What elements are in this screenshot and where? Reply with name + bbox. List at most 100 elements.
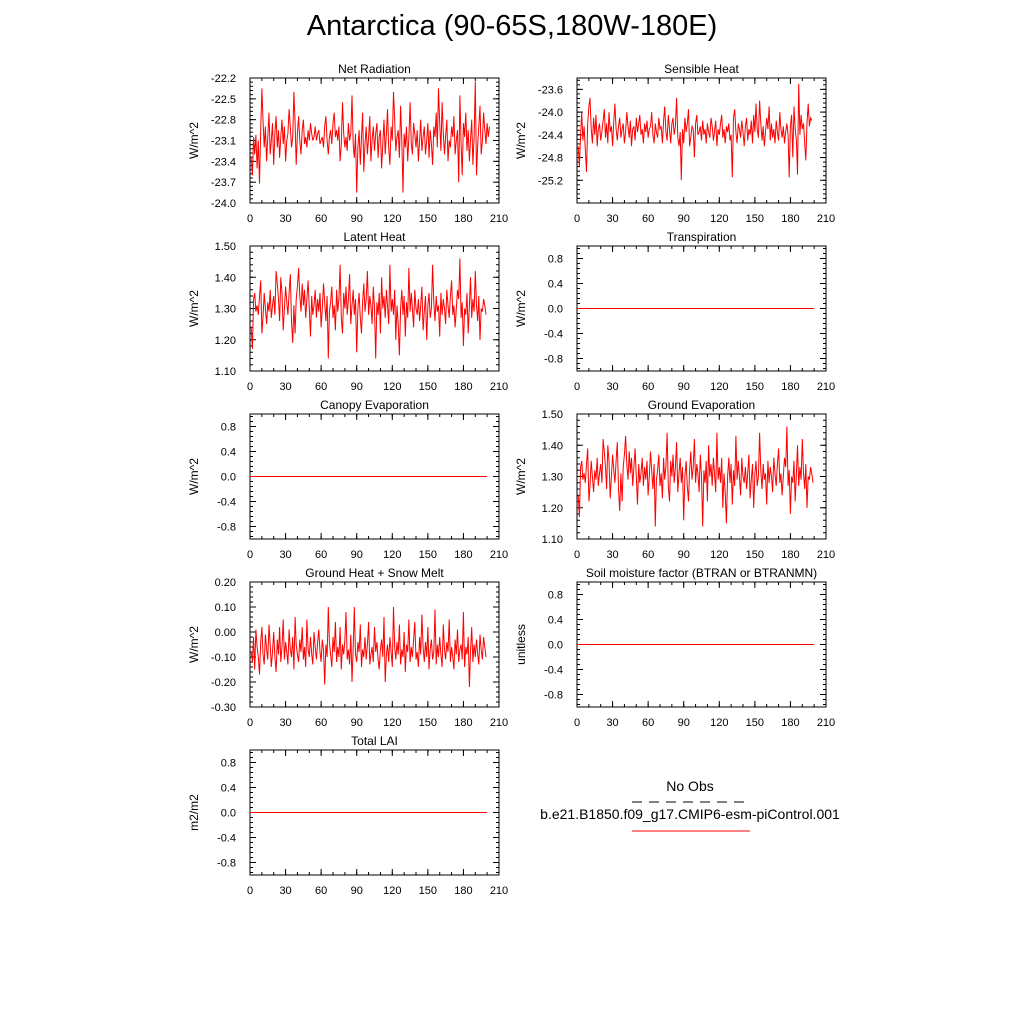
x-tick-label: 180 xyxy=(454,549,472,561)
x-tick-label: 0 xyxy=(247,381,253,393)
y-tick-label: -25.2 xyxy=(538,175,563,187)
x-tick-label: 90 xyxy=(351,885,363,897)
panel-7: Ground Heat + Snow Melt W/m^2 0 30 60 90 120 15… xyxy=(187,566,508,729)
legend-obs-label: No Obs xyxy=(666,778,713,794)
y-axis-label: W/m^2 xyxy=(187,458,201,495)
x-tick-label: 90 xyxy=(678,549,690,561)
y-tick-label: -0.8 xyxy=(544,354,563,366)
series-line xyxy=(250,606,487,688)
y-tick-label: 0.4 xyxy=(548,279,563,291)
x-tick-label: 210 xyxy=(490,381,508,393)
plot-frame xyxy=(249,581,500,708)
y-tick-label: 1.10 xyxy=(215,366,236,378)
panel-title: Sensible Heat xyxy=(664,62,739,76)
panel-title: Ground Heat + Snow Melt xyxy=(305,566,444,580)
x-tick-label: 180 xyxy=(454,717,472,729)
series-line xyxy=(577,426,814,527)
y-tick-label: 0.10 xyxy=(215,602,236,614)
x-tick-label: 210 xyxy=(490,549,508,561)
y-tick-label: -22.2 xyxy=(211,73,236,85)
x-tick-label: 180 xyxy=(454,381,472,393)
panel-title: Canopy Evaporation xyxy=(320,398,429,412)
y-tick-label: -24.8 xyxy=(538,153,563,165)
y-tick-label: -0.4 xyxy=(544,665,563,677)
y-tick-label: -0.8 xyxy=(544,690,563,702)
y-tick-label: 0.4 xyxy=(221,783,236,795)
figure-title: Antarctica (90-65S,180W-180E) xyxy=(306,10,718,42)
y-tick-label: -24.0 xyxy=(538,107,563,119)
x-tick-label: 30 xyxy=(606,213,618,225)
y-tick-label: -0.4 xyxy=(217,833,236,845)
x-tick-label: 0 xyxy=(247,717,253,729)
x-tick-label: 150 xyxy=(746,549,764,561)
y-tick-label: 0.8 xyxy=(221,422,236,434)
y-tick-label: -0.4 xyxy=(544,329,563,341)
y-tick-label: -24.4 xyxy=(538,130,563,142)
x-tick-label: 30 xyxy=(606,381,618,393)
plot-frame xyxy=(576,77,827,204)
x-tick-label: 210 xyxy=(490,213,508,225)
x-tick-label: 150 xyxy=(419,717,437,729)
series-line xyxy=(577,83,813,181)
x-tick-label: 90 xyxy=(351,213,363,225)
x-tick-label: 30 xyxy=(279,381,291,393)
x-tick-label: 210 xyxy=(490,717,508,729)
y-tick-label: 1.20 xyxy=(215,335,236,347)
y-tick-label: 1.30 xyxy=(542,472,563,484)
plot-frame xyxy=(249,77,500,204)
x-tick-label: 150 xyxy=(419,885,437,897)
y-axis-label: W/m^2 xyxy=(514,290,528,327)
x-tick-label: 30 xyxy=(279,549,291,561)
x-tick-label: 30 xyxy=(279,885,291,897)
y-tick-label: 0.8 xyxy=(548,254,563,266)
y-tick-label: -0.8 xyxy=(217,522,236,534)
x-tick-label: 60 xyxy=(315,381,327,393)
x-tick-label: 60 xyxy=(315,717,327,729)
y-tick-label: 0.00 xyxy=(215,627,236,639)
x-tick-label: 60 xyxy=(315,549,327,561)
x-tick-label: 120 xyxy=(710,717,728,729)
y-tick-label: 0.8 xyxy=(221,758,236,770)
y-tick-label: 1.10 xyxy=(542,534,563,546)
y-axis-label: W/m^2 xyxy=(514,122,528,159)
x-tick-label: 150 xyxy=(746,717,764,729)
y-tick-label: 1.30 xyxy=(215,304,236,316)
panel-title: Transpiration xyxy=(667,230,737,244)
x-tick-label: 30 xyxy=(279,717,291,729)
series-line xyxy=(250,258,487,359)
x-tick-label: 210 xyxy=(817,717,835,729)
y-axis-label: W/m^2 xyxy=(187,626,201,663)
x-tick-label: 30 xyxy=(279,213,291,225)
x-tick-label: 90 xyxy=(678,213,690,225)
y-tick-label: -23.4 xyxy=(211,156,236,168)
x-tick-label: 30 xyxy=(606,717,618,729)
y-tick-label: -23.6 xyxy=(538,84,563,96)
x-tick-label: 0 xyxy=(247,213,253,225)
panel-title: Net Radiation xyxy=(338,62,411,76)
x-tick-label: 60 xyxy=(315,213,327,225)
panel-title: Total LAI xyxy=(351,734,398,748)
x-tick-label: 210 xyxy=(817,549,835,561)
y-tick-label: -24.0 xyxy=(211,198,236,210)
y-tick-label: -0.4 xyxy=(217,497,236,509)
x-tick-label: 180 xyxy=(781,549,799,561)
x-tick-label: 60 xyxy=(642,213,654,225)
y-tick-label: -0.8 xyxy=(217,858,236,870)
x-tick-label: 60 xyxy=(642,549,654,561)
x-tick-label: 90 xyxy=(678,717,690,729)
legend-model-label: b.e21.B1850.f09_g17.CMIP6-esm-piControl.… xyxy=(540,806,840,822)
y-tick-label: 1.40 xyxy=(215,272,236,284)
x-tick-label: 120 xyxy=(710,549,728,561)
x-tick-label: 60 xyxy=(642,717,654,729)
x-tick-label: 90 xyxy=(351,717,363,729)
x-tick-label: 0 xyxy=(247,885,253,897)
x-tick-label: 30 xyxy=(606,549,618,561)
x-tick-label: 0 xyxy=(247,549,253,561)
panel-title: Soil moisture factor (BTRAN or BTRANMN) xyxy=(586,566,817,580)
panel-9: Total LAI m2/m2 0 30 60 90 120 150 180 210 -0.8 -0.… xyxy=(187,734,508,897)
y-tick-label: -23.7 xyxy=(211,177,236,189)
x-tick-label: 210 xyxy=(817,381,835,393)
y-tick-label: 0.0 xyxy=(221,472,236,484)
x-tick-label: 60 xyxy=(315,885,327,897)
y-axis-label: W/m^2 xyxy=(187,122,201,159)
